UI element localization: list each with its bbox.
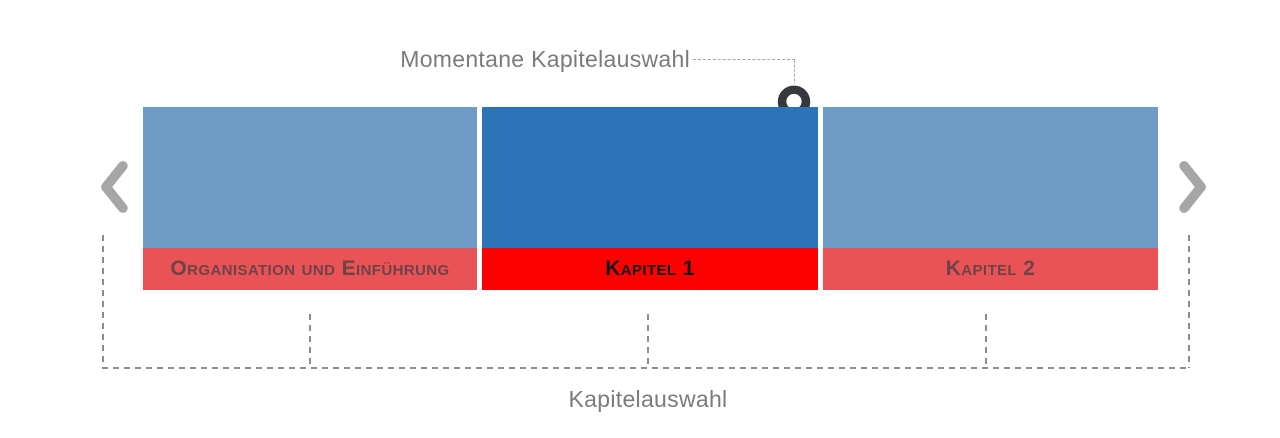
bracket-tick-card-3 [985, 314, 987, 368]
bracket-tick-card-2 [647, 314, 649, 368]
current-selection-label: Momentane Kapitelauswahl [400, 46, 690, 72]
bracket-left-edge [102, 235, 104, 368]
chapter-label: Organisation und Einführung [143, 248, 477, 290]
leader-line-vertical [794, 60, 795, 86]
chevron-right-icon[interactable] [1177, 159, 1211, 215]
chapter-label: Kapitel 2 [823, 248, 1158, 290]
chapter-card-organisation[interactable]: Organisation und Einführung [143, 107, 477, 290]
chapter-preview [823, 107, 1158, 248]
leader-line-horizontal [693, 59, 795, 60]
bracket-tick-card-1 [309, 314, 311, 368]
bracket-bottom-line [102, 367, 1190, 369]
chapter-card-kapitel-2[interactable]: Kapitel 2 [823, 107, 1158, 290]
chapter-label: Kapitel 1 [482, 248, 818, 290]
chapter-preview [482, 107, 818, 248]
chevron-left-icon[interactable] [96, 159, 130, 215]
bracket-label: Kapitelauswahl [568, 386, 728, 412]
bracket-right-edge [1188, 235, 1190, 368]
chapter-card-kapitel-1-selected[interactable]: Kapitel 1 [482, 107, 818, 290]
chapter-preview [143, 107, 477, 248]
